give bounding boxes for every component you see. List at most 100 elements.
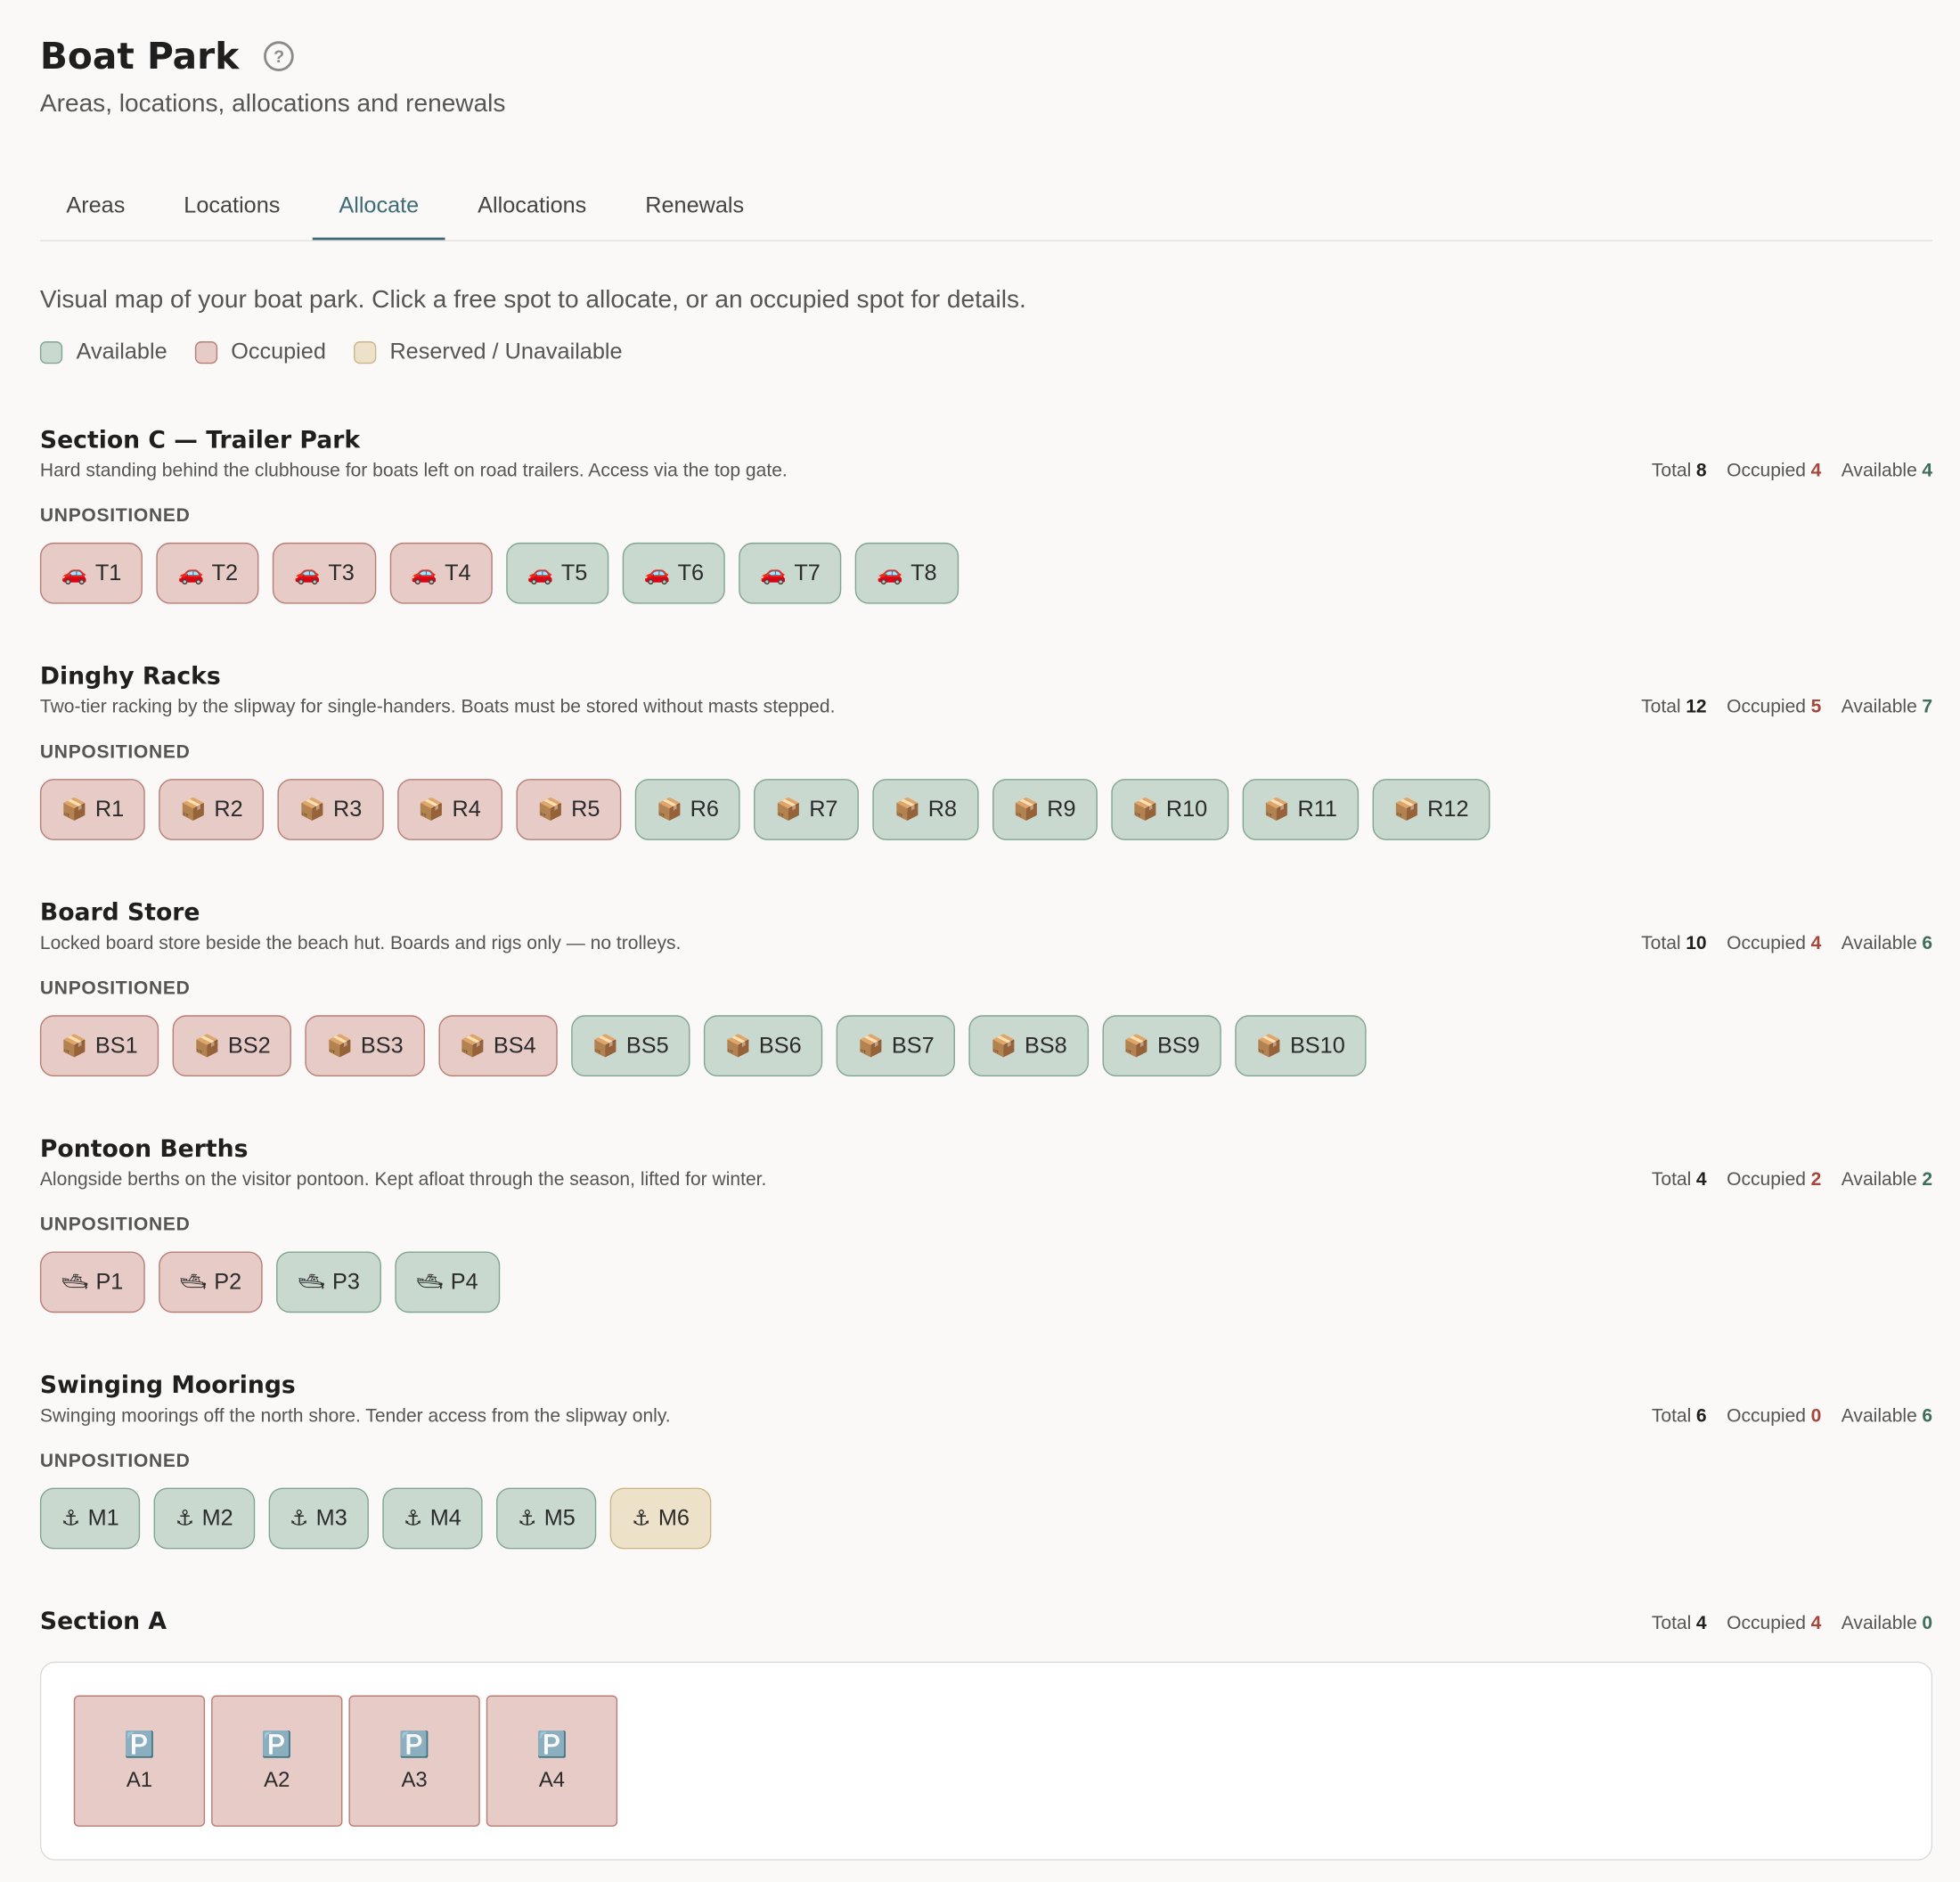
stat-label: Available (1841, 460, 1917, 482)
spot-chip[interactable]: 📦 R8 (872, 779, 978, 840)
spot-chip[interactable]: 🚗 T3 (273, 542, 376, 604)
spot-chip[interactable]: 📦 R4 (396, 779, 502, 840)
spot-chip[interactable]: 📦 BS3 (305, 1015, 425, 1077)
spot-label: R9 (1047, 796, 1076, 822)
spot-chip[interactable]: 🚗 T2 (156, 542, 259, 604)
spot-chip[interactable]: ⚓ M2 (153, 1487, 255, 1550)
spot-label: P2 (214, 1269, 242, 1295)
spot-icon: 📦 (1013, 797, 1040, 822)
spot-chip[interactable]: 📦 R3 (278, 779, 384, 840)
spot-chip[interactable]: ⚓ M3 (268, 1487, 369, 1550)
spot-label: A4 (538, 1767, 566, 1792)
spot-label: T4 (445, 560, 471, 585)
spot-tile[interactable]: 🅿️ A2 (211, 1695, 343, 1827)
spot-icon: 📦 (459, 1033, 486, 1058)
spot-label: P4 (450, 1269, 478, 1295)
spot-chip[interactable]: 📦 BS1 (39, 1015, 159, 1077)
stat: Available 7 (1842, 695, 1932, 720)
spot-chip[interactable]: 🚗 T1 (39, 542, 143, 604)
stat-label: Total (1651, 1168, 1692, 1191)
spot-chip[interactable]: 🚗 T7 (739, 542, 842, 604)
help-icon[interactable]: ? (264, 41, 295, 71)
section-description: Swinging moorings off the north shore. T… (39, 1405, 671, 1427)
legend-label: Available (76, 339, 167, 364)
spot-chip[interactable]: 📦 BS4 (437, 1015, 558, 1077)
spot-icon: 📦 (536, 797, 564, 822)
spot-chip[interactable]: 🛥 P2 (158, 1251, 263, 1313)
spot-chip[interactable]: 🚗 T8 (855, 542, 959, 604)
spot-label: BS7 (891, 1032, 935, 1058)
spot-icon: ⚓ (517, 1505, 537, 1530)
spot-chip[interactable]: 📦 BS2 (172, 1015, 292, 1077)
section: Board Store Locked board store beside the… (39, 897, 1932, 1077)
tab[interactable]: Renewals (645, 192, 745, 218)
spot-tile[interactable]: 🅿️ A4 (486, 1695, 618, 1827)
spot-icon: 🅿️ (261, 1731, 293, 1760)
spot-chip[interactable]: ⚓ M4 (382, 1487, 483, 1550)
sections: Section C — Trailer Park Hard standing be… (39, 425, 1932, 1861)
spot-chip[interactable]: 📦 R10 (1110, 779, 1229, 840)
spot-chip[interactable]: ⚓ M6 (610, 1487, 711, 1550)
tab[interactable]: Locations (184, 192, 281, 218)
tab[interactable]: Allocate (312, 175, 445, 241)
tab[interactable]: Areas (66, 192, 126, 218)
spot-chip[interactable]: 📦 BS10 (1234, 1015, 1367, 1077)
spot-chip[interactable]: 🚗 T5 (505, 542, 609, 604)
spot-label: R6 (690, 796, 719, 822)
spot-label: BS4 (493, 1032, 536, 1058)
spot-tile[interactable]: 🅿️ A1 (73, 1695, 206, 1827)
spot-label: M4 (429, 1505, 461, 1531)
spot-label: BS6 (758, 1032, 802, 1058)
stat: Occupied 2 (1727, 1167, 1821, 1192)
legend-label: Reserved / Unavailable (389, 339, 623, 364)
stat-value: 10 (1686, 932, 1707, 954)
spot-chip[interactable]: 📦 R12 (1372, 779, 1490, 840)
spot-chip[interactable]: 📦 R2 (159, 779, 265, 840)
legend-swatch (194, 340, 217, 364)
spot-chip[interactable]: 📦 R11 (1242, 779, 1359, 840)
spot-icon: 🅿️ (535, 1731, 568, 1760)
section-header: Section C — Trailer Park Hard standing be… (40, 425, 1932, 484)
tab[interactable]: Allocations (478, 192, 587, 218)
spot-chip[interactable]: ⚓ M5 (496, 1487, 597, 1550)
spot-chip[interactable]: 📦 BS9 (1101, 1015, 1221, 1077)
spot-list: ⚓ M1 ⚓ M2 ⚓ M3 ⚓ M4 ⚓ M5 ⚓ M6 (39, 1487, 1932, 1550)
spot-chip[interactable]: 📦 BS8 (968, 1015, 1089, 1077)
stat-label: Available (1841, 696, 1917, 718)
spot-chip[interactable]: 📦 BS6 (703, 1015, 823, 1077)
spot-chip[interactable]: 🛥 P4 (395, 1251, 500, 1313)
unpositioned-label: UNPOSITIONED (39, 741, 191, 763)
spot-chip[interactable]: 🛥 P1 (39, 1251, 145, 1313)
spot-chip[interactable]: 📦 R1 (39, 779, 146, 840)
legend-item: Available (39, 339, 167, 364)
spot-tile[interactable]: 🅿️ A3 (348, 1695, 480, 1827)
section-header: Section A Total 4 Occupied 4 Available 0 (40, 1607, 1932, 1637)
spot-list: 📦 BS1 📦 BS2 📦 BS3 📦 BS4 📦 BS5 📦 BS6 📦 BS7 📦 BS8 📦 BS9 📦 BS1… (39, 1015, 1932, 1077)
spot-chip[interactable]: 🚗 T6 (622, 542, 725, 604)
section-stats: Total 4 Occupied 4 Available 0 (1631, 1612, 1932, 1637)
spot-label: R12 (1427, 796, 1469, 822)
spot-chip[interactable]: 📦 R7 (754, 779, 860, 840)
stat-value: 4 (1810, 932, 1822, 954)
spot-chip[interactable]: 📦 BS5 (570, 1015, 690, 1077)
spot-icon: 🛥 (61, 1269, 89, 1294)
spot-chip[interactable]: 📦 R9 (992, 779, 1098, 840)
legend-label: Occupied (231, 339, 326, 364)
stat-value: 8 (1695, 460, 1707, 482)
spot-label: R8 (927, 796, 958, 822)
section-info: Pontoon Berths Alongside berths on the vi… (40, 1134, 766, 1193)
stat-label: Total (1651, 460, 1692, 482)
spot-icon: 📦 (1123, 1033, 1150, 1058)
spot-chip[interactable]: 🚗 T4 (389, 542, 493, 604)
spot-chip[interactable]: 📦 R5 (516, 779, 622, 840)
spot-chip[interactable]: ⚓ M1 (39, 1487, 141, 1550)
section-name: Pontoon Berths (39, 1134, 249, 1163)
spot-chip[interactable]: 📦 R6 (634, 779, 740, 840)
spot-icon: ⚓ (289, 1505, 309, 1530)
spot-chip[interactable]: 📦 BS7 (836, 1015, 956, 1077)
spot-chip[interactable]: 🛥 P3 (276, 1251, 381, 1313)
spot-icon: 📦 (592, 1033, 619, 1058)
stat-value: 0 (1922, 1612, 1933, 1634)
section: Pontoon Berths Alongside berths on the vi… (39, 1134, 1932, 1313)
